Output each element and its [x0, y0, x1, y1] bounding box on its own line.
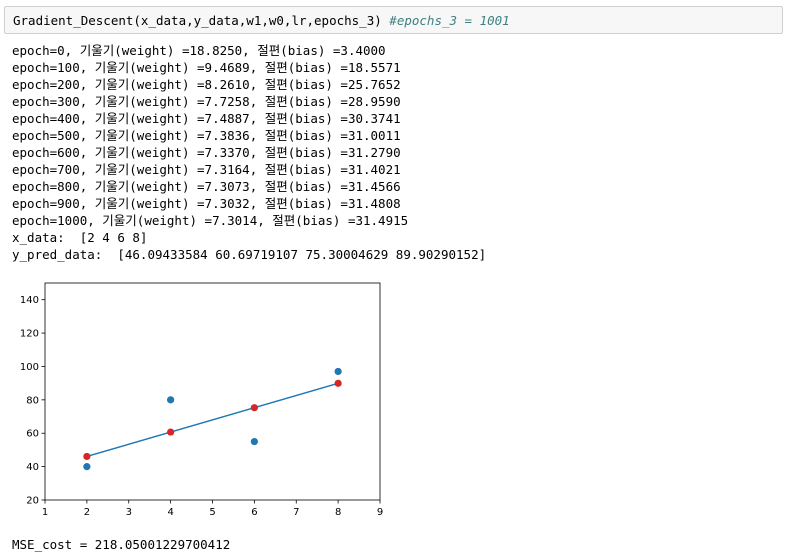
output-line: epoch=0, 기울기(weight) =18.8250, 절편(bias) …: [12, 43, 386, 58]
mse-cost-output: MSE_cost = 218.05001229700412: [12, 537, 231, 552]
code-input-cell[interactable]: Gradient_Descent(x_data,y_data,w1,w0,lr,…: [4, 6, 783, 34]
y-tick-label: 60: [26, 429, 39, 440]
output-line: epoch=400, 기울기(weight) =7.4887, 절편(bias)…: [12, 111, 401, 126]
code-call: Gradient_Descent(x_data,y_data,w1,w0,lr,…: [13, 13, 390, 28]
data-point: [83, 463, 91, 471]
data-point: [334, 367, 342, 376]
x-tick-label: 3: [126, 507, 132, 518]
output-line: epoch=100, 기울기(weight) =9.4689, 절편(bias)…: [12, 60, 401, 75]
prediction-point: [334, 379, 342, 387]
x-tick-label: 1: [42, 507, 48, 518]
output-line: epoch=1000, 기울기(weight) =7.3014, 절편(bias…: [12, 213, 409, 228]
prediction-point: [83, 452, 91, 461]
x-tick-label: 4: [167, 507, 173, 518]
x-tick-label: 8: [335, 507, 341, 518]
y-tick-label: 140: [20, 295, 39, 306]
y-tick-label: 120: [20, 329, 39, 340]
x-tick-label: 2: [84, 507, 90, 518]
prediction-point: [167, 428, 175, 436]
y-tick-label: 100: [20, 362, 39, 373]
y-tick-label: 20: [26, 496, 39, 507]
output-line: y_pred_data: [46.09433584 60.69719107 75…: [12, 247, 487, 262]
output-line: x_data: [2 4 6 8]: [12, 230, 148, 245]
output-line: epoch=900, 기울기(weight) =7.3032, 절편(bias)…: [12, 196, 401, 211]
output-line: epoch=300, 기울기(weight) =7.7258, 절편(bias)…: [12, 94, 401, 109]
plot-frame: [44, 282, 381, 501]
chart-figure: 1 2 3 4 5 6 7 8 9 20 40 60 80 100 120 140: [0, 270, 400, 530]
code-comment: #epochs_3 = 1001: [389, 13, 510, 28]
x-tick-label: 9: [377, 507, 383, 518]
output-line: epoch=500, 기울기(weight) =7.3836, 절편(bias)…: [12, 128, 401, 143]
output-line: epoch=700, 기울기(weight) =7.3164, 절편(bias)…: [12, 162, 401, 177]
prediction-point: [250, 404, 258, 412]
data-point: [167, 396, 175, 404]
data-point: [250, 437, 258, 446]
output-line: epoch=200, 기울기(weight) =8.2610, 절편(bias)…: [12, 77, 401, 92]
code-text[interactable]: Gradient_Descent(x_data,y_data,w1,w0,lr,…: [13, 13, 510, 29]
output-line: epoch=800, 기울기(weight) =7.3073, 절편(bias)…: [12, 179, 401, 194]
y-tick-label: 80: [26, 395, 39, 406]
x-tick-label: 5: [209, 507, 215, 518]
x-tick-label: 6: [251, 507, 257, 518]
regression-line: [86, 382, 339, 458]
output-line: epoch=600, 기울기(weight) =7.3370, 절편(bias)…: [12, 145, 401, 160]
y-tick-label: 40: [26, 462, 39, 473]
output-area: epoch=0, 기울기(weight) =18.8250, 절편(bias) …: [12, 42, 486, 263]
scatter-plot: 1 2 3 4 5 6 7 8 9 20 40 60 80 100 120 140: [20, 282, 383, 518]
x-tick-label: 7: [293, 507, 299, 518]
